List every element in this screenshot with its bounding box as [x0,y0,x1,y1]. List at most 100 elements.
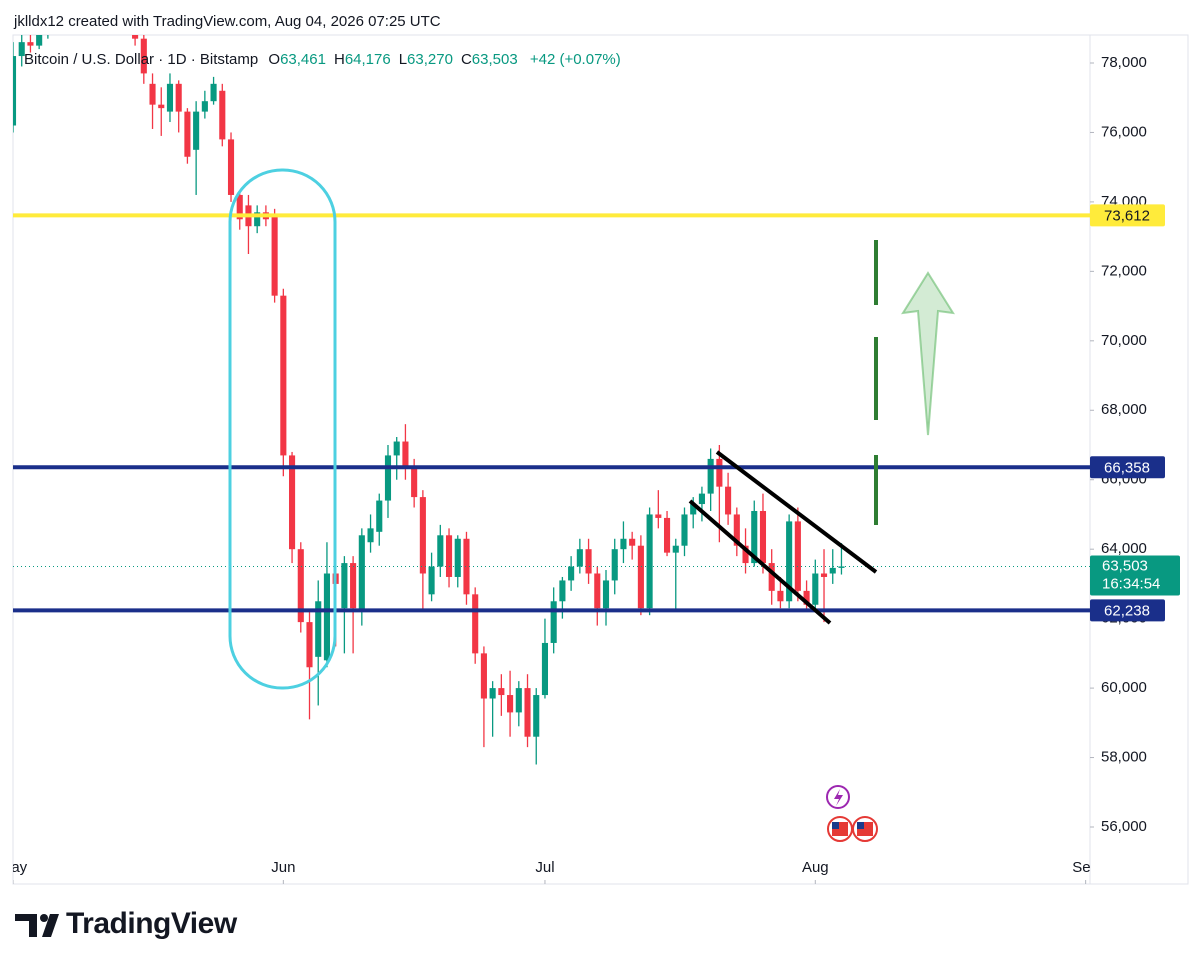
candle-body [725,486,732,515]
candle-body [524,688,531,737]
candle-body [707,458,714,494]
candle-body [463,538,470,595]
candles [13,0,845,765]
candle-body [716,458,723,487]
y-tick-label: 56,000 [1101,818,1147,835]
x-tick-label: Jun [271,859,295,876]
candle-body [637,545,644,609]
candle-body [254,212,261,227]
candle-body [751,510,758,564]
candle-body [786,521,793,602]
candle-body [149,83,156,105]
field-key: O [268,51,281,68]
candle-body [507,695,514,713]
candle-body [227,139,235,195]
y-tick-label: 72,000 [1101,262,1147,279]
candle-body [559,580,566,602]
legend: Bitcoin / U.S. Dollar · 1D · Bitstamp O6… [24,51,629,68]
candle-body [306,622,313,668]
candle-body [289,455,296,550]
candle-body [768,563,775,591]
field-value: 63,503 [471,51,518,68]
candle-body [358,535,365,612]
event-icons [826,785,878,842]
field-value: 63,461 [280,51,326,68]
candle-body [115,0,121,7]
symbol: Bitcoin / U.S. Dollar · 1D · Bitstamp [24,51,259,68]
candle-body [36,35,43,46]
y-tick-label: 76,000 [1101,123,1147,140]
candle-body [210,83,217,102]
candle-body [280,295,287,456]
candle-body [681,514,688,546]
field-value: 63,270 [407,51,453,68]
countdown-label: 16:34:54 [1102,575,1160,592]
level-tag [1090,599,1165,622]
field-value: 64,176 [344,51,391,68]
channel-upper [715,450,878,574]
candle-body [132,35,139,39]
candle-body [445,535,453,577]
x-axis: May Jun Jul Aug Sep [0,859,1099,884]
candle-body [480,653,487,699]
candle-body [166,83,174,112]
candle-body [759,510,767,564]
x-tick-label: Sep [1072,859,1099,876]
field-key: H [333,51,345,68]
level-label: 73,612 [1104,207,1150,224]
candle-body [777,590,784,602]
level-tag [1090,204,1165,227]
candle-body [350,563,357,609]
candle-body [13,56,17,126]
candle-body [402,441,409,466]
candle-body [437,535,444,567]
candle-body [820,573,828,577]
x-tick-label: Aug [802,859,829,876]
candle-body [219,90,226,140]
candle-body [829,567,836,574]
levels [13,213,1090,613]
brand: TradingView [66,907,237,940]
x-tick-label: Jul [535,859,554,876]
candle-body [271,215,278,296]
candle-body [602,580,610,609]
chart-frame [12,34,1189,885]
candle-body [175,83,182,112]
candle-body [419,497,426,574]
candle-body [672,545,679,553]
candle-body [393,441,400,456]
candle-body [18,42,25,57]
candle-body [428,566,435,595]
candle-body [585,549,592,574]
y-tick-label: 64,000 [1101,540,1147,557]
candle-body [315,601,322,657]
level-label: 62,238 [1104,602,1150,619]
candle-body [611,549,618,581]
channel-lower [688,499,832,625]
highlight-ellipse [228,168,337,690]
candle-body [690,504,697,515]
candle-body [323,573,330,661]
candle-body [184,111,191,157]
candle-body [384,455,392,501]
candle-body [411,465,418,498]
field-key: C [460,51,472,68]
x-tick-label: May [0,859,28,876]
axes: 56,00058,00060,00062,00064,00066,00068,0… [0,54,1180,884]
candle-body [663,517,671,553]
y-tick-label: 78,000 [1101,54,1147,71]
y-tick-label: 68,000 [1101,401,1147,418]
attribution: jklldx12 created with TradingView.com, A… [14,13,441,30]
field-key: L [398,51,408,68]
candle-body [812,573,819,605]
candle-body [515,688,522,713]
brand-logo [15,914,59,937]
candle-body [367,528,374,543]
level-label: 66,358 [1104,459,1150,476]
candle-body [297,549,304,623]
candle-body [201,101,208,112]
candle-body [698,493,705,505]
last-price-label: 63,503 [1102,557,1148,574]
